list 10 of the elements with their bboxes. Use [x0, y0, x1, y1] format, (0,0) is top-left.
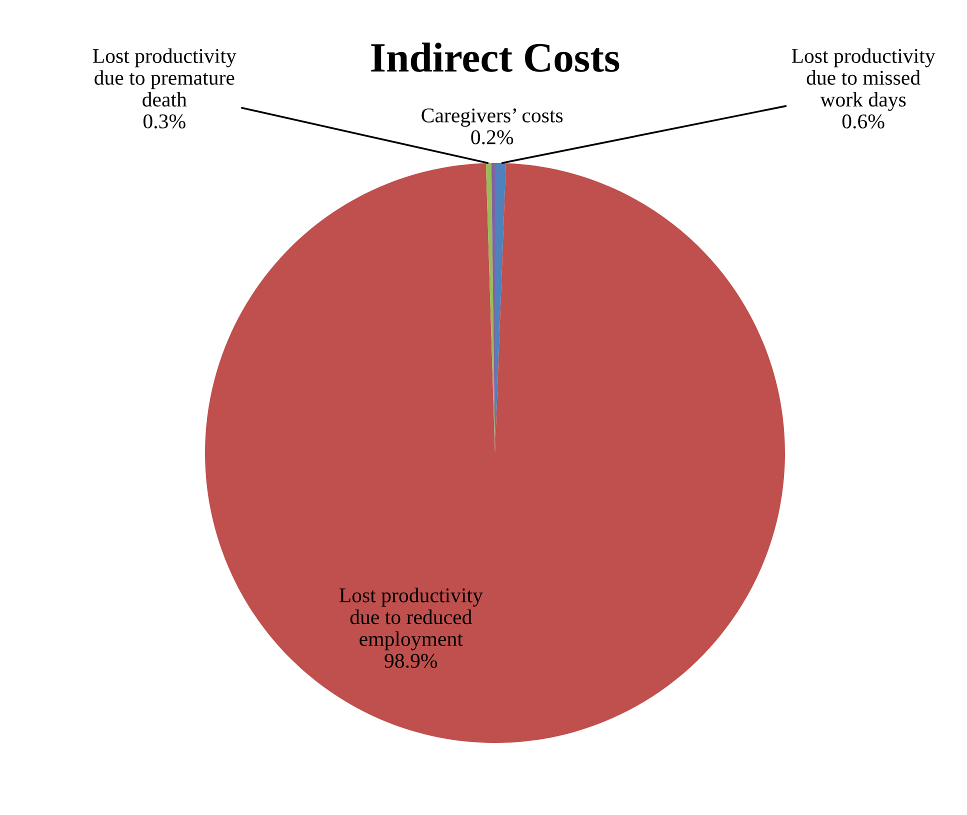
data-label: 0.6% — [842, 114, 884, 129]
slice-label: Lost productivity due to missed work days — [792, 48, 936, 111]
pie-slice — [205, 163, 785, 743]
slice-label: Lost productivity due to premature death — [92, 48, 236, 107]
data-label: 98.9% — [384, 654, 438, 668]
data-label: 0.3% — [143, 114, 186, 129]
slice-label: Caregivers’ costs — [422, 108, 563, 127]
data-label: 0.2% — [471, 130, 514, 144]
slice-label: Lost productivity due to reduced employment — [339, 588, 483, 650]
chart-title: Indirect Costs — [371, 42, 620, 72]
